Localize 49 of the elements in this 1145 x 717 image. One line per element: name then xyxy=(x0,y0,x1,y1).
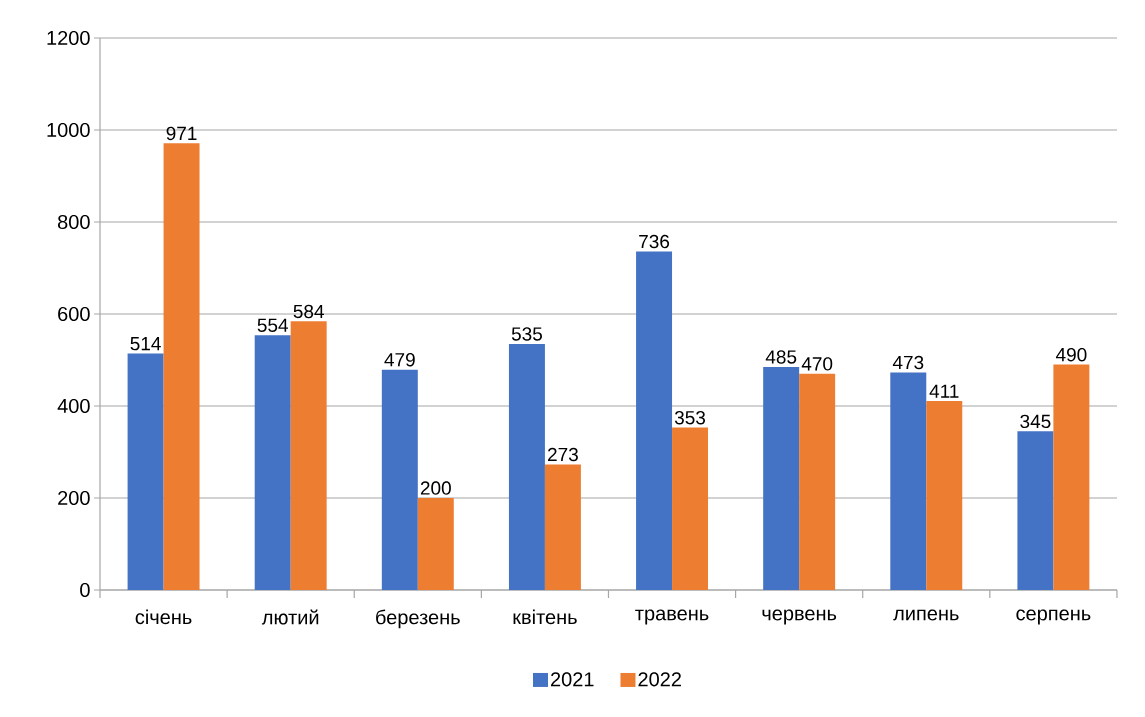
x-tick-label: червень xyxy=(762,609,837,625)
bar xyxy=(381,369,418,590)
bar xyxy=(290,321,327,590)
bar xyxy=(926,400,963,590)
y-tick-label: 200 xyxy=(58,490,90,506)
data-label: 345 xyxy=(1020,414,1051,429)
data-label: 514 xyxy=(130,337,161,351)
data-label: 971 xyxy=(166,126,197,141)
data-label: 479 xyxy=(384,352,415,367)
data-label: 535 xyxy=(511,327,542,341)
y-tick-label: 0 xyxy=(80,582,90,598)
legend-label: 2021 xyxy=(551,672,594,687)
bar xyxy=(672,427,709,590)
data-label: 736 xyxy=(639,234,670,249)
bar xyxy=(1017,431,1054,590)
bar xyxy=(127,353,164,590)
y-tick-label: 400 xyxy=(57,398,90,414)
y-tick-label: 1000 xyxy=(47,122,90,138)
bar xyxy=(890,372,927,590)
x-tick-label: травень xyxy=(635,609,709,625)
x-tick-label: січень xyxy=(135,609,192,625)
bar xyxy=(1053,364,1090,590)
x-tick-label: серпень xyxy=(1016,609,1091,625)
data-label: 485 xyxy=(765,350,797,364)
data-label: 473 xyxy=(892,355,924,370)
y-tick-label: 800 xyxy=(58,214,90,230)
data-label: 200 xyxy=(420,481,451,495)
bar xyxy=(254,335,291,590)
bar xyxy=(636,251,673,590)
data-label: 353 xyxy=(674,410,706,425)
legend-label: 2022 xyxy=(638,672,681,687)
data-label: 470 xyxy=(801,357,833,371)
bar xyxy=(763,366,800,590)
y-tick-label: 600 xyxy=(58,306,90,322)
bar xyxy=(508,343,545,590)
x-tick-label: липень xyxy=(893,609,959,621)
bar xyxy=(417,497,454,590)
data-label: 490 xyxy=(1055,347,1087,362)
bar xyxy=(799,373,836,590)
data-label: 273 xyxy=(548,447,578,462)
bar xyxy=(163,143,200,590)
y-tick-label: 1200 xyxy=(47,30,90,46)
x-tick-label: квітень xyxy=(513,609,577,625)
data-label: 554 xyxy=(257,318,288,332)
x-tick-label: березень xyxy=(376,609,460,629)
data-label: 584 xyxy=(293,304,324,319)
data-label: 411 xyxy=(929,384,959,398)
bar xyxy=(544,464,581,590)
x-tick-label: лютий xyxy=(261,609,319,625)
